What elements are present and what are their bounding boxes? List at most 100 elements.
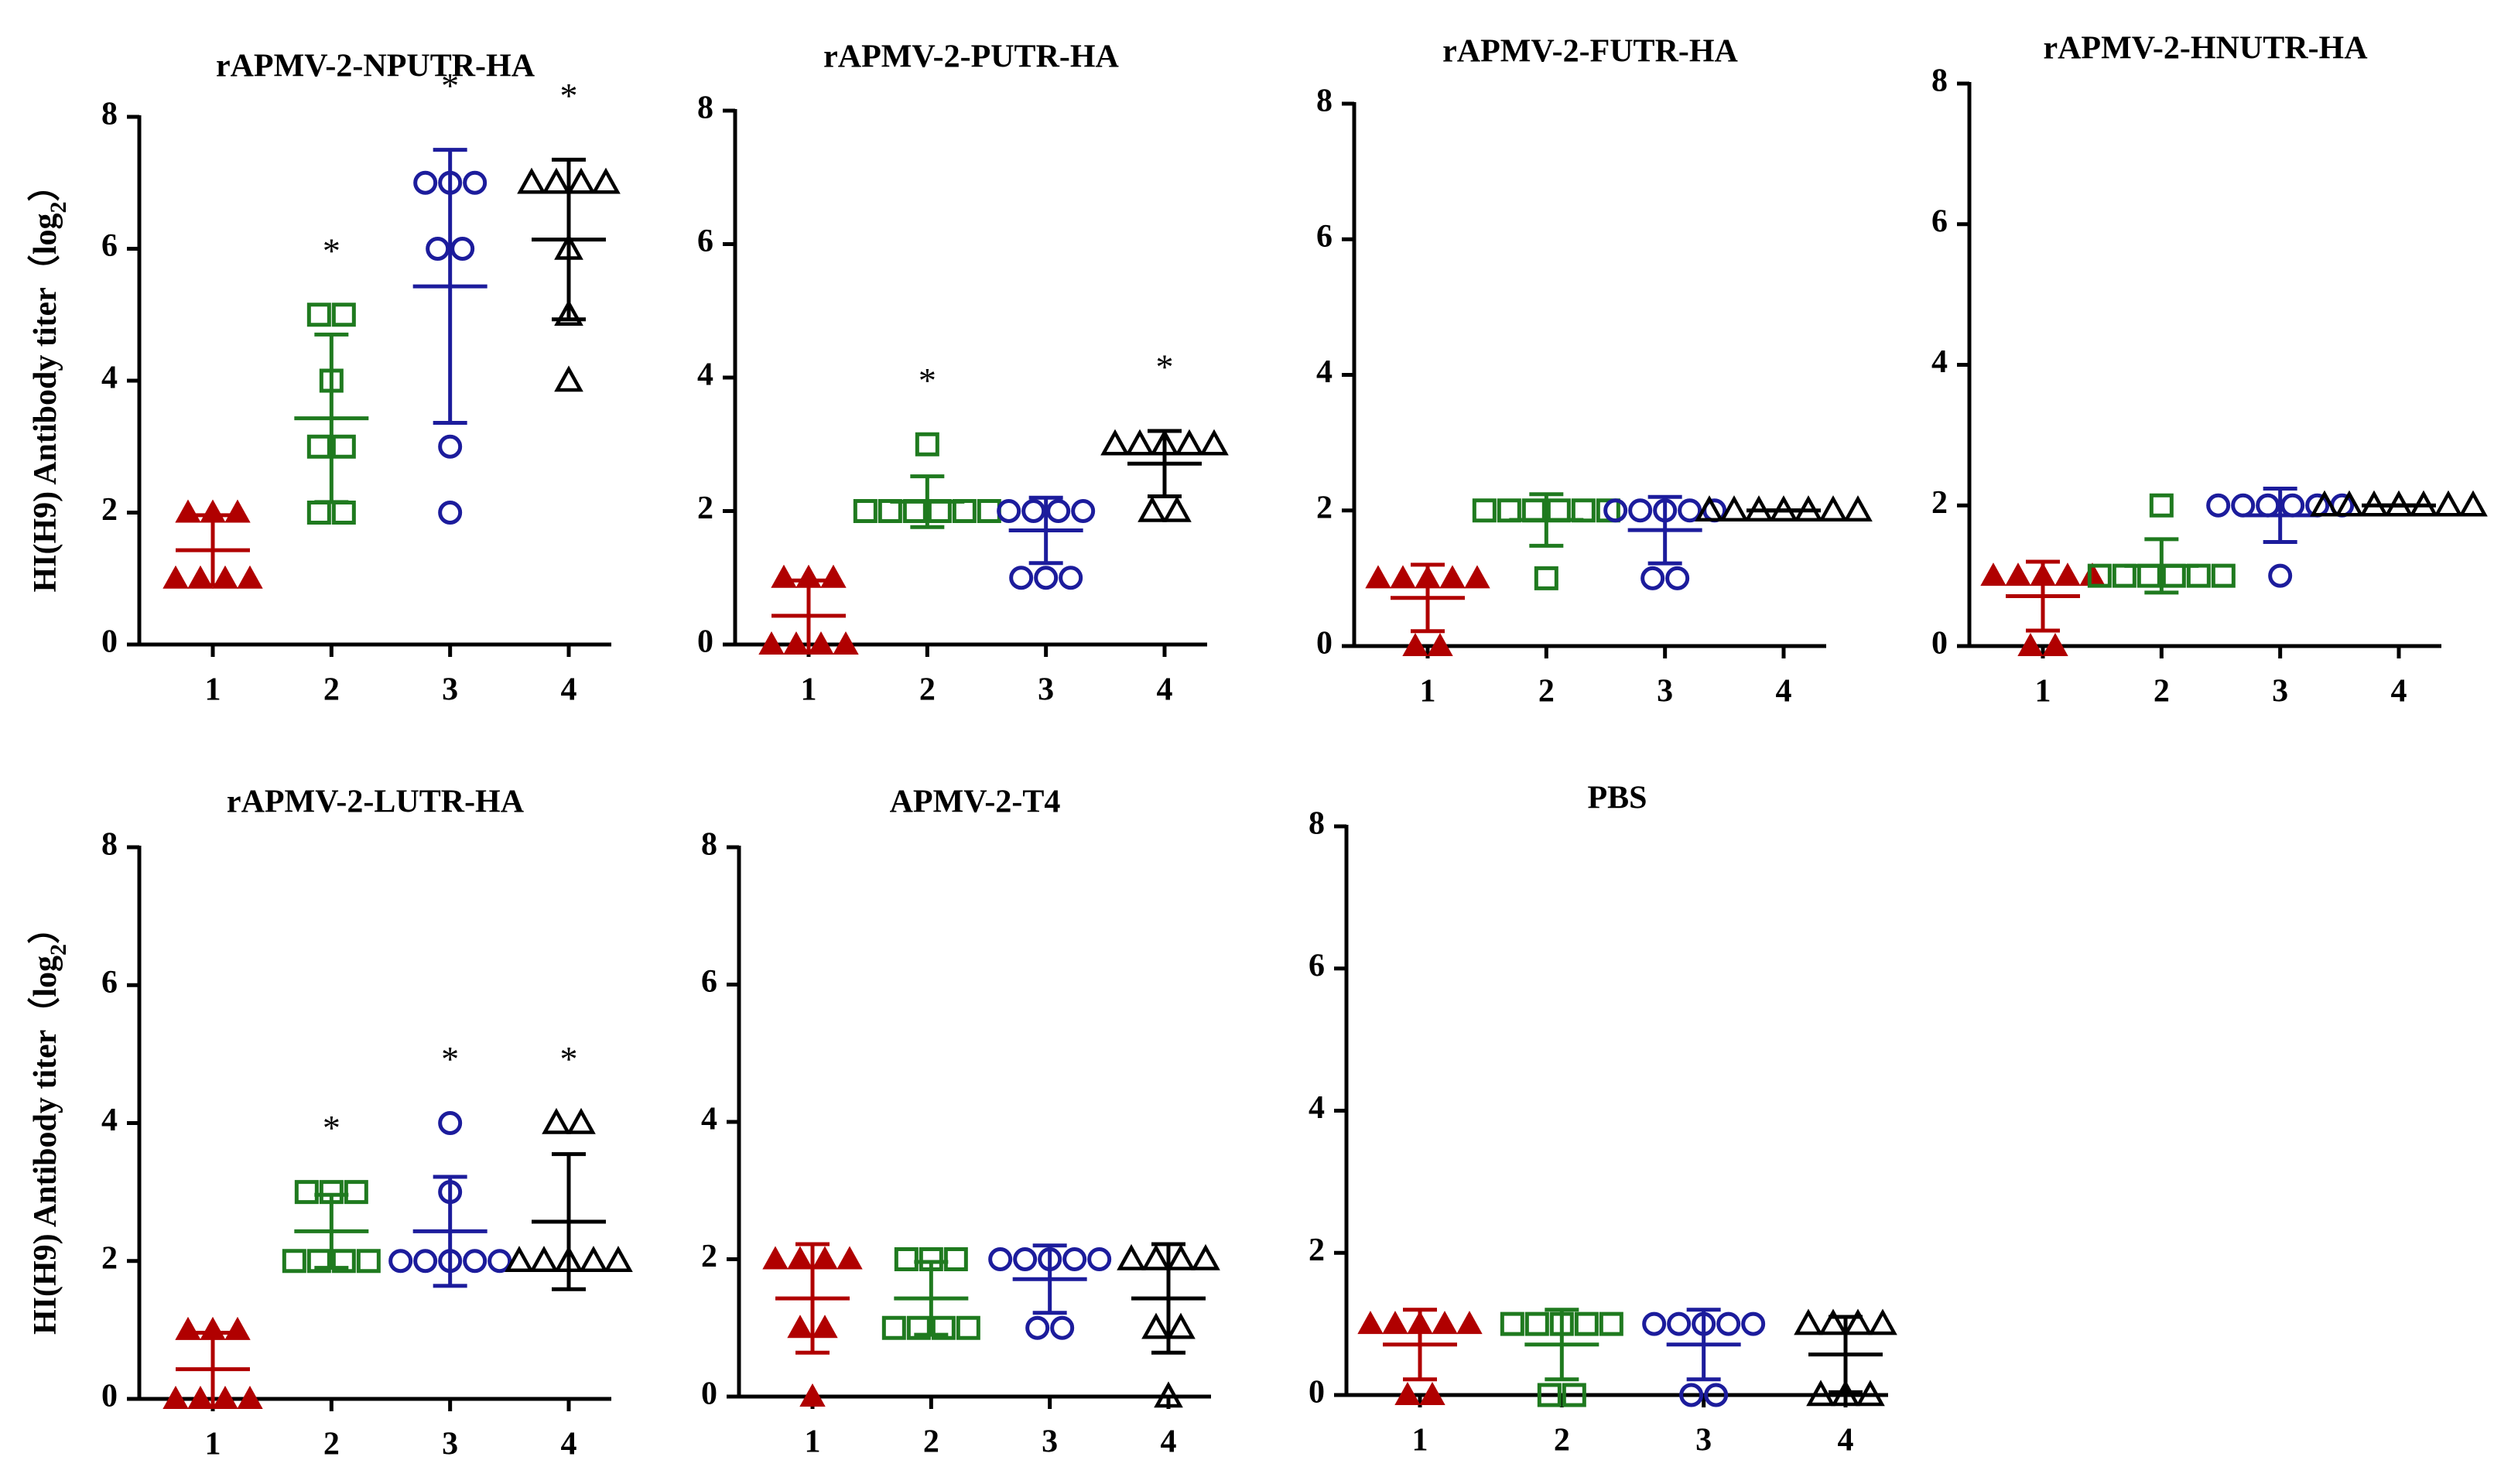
panel: PBS 0 2 4 6 8 1 2 3 4 — [1309, 781, 1897, 1458]
data-point — [331, 501, 356, 525]
x-tick-label: 3 — [1695, 1423, 1712, 1458]
data-point — [1038, 1247, 1062, 1271]
x-tick-label: 1 — [205, 1427, 221, 1462]
panel-title: rAPMV-2-LUTR-HA — [227, 785, 525, 820]
x-tick-label: 2 — [323, 1427, 340, 1462]
data-point — [319, 1180, 344, 1205]
data-point — [1521, 498, 1546, 523]
data-point — [1394, 1381, 1421, 1405]
y-tick-label: 2 — [101, 1240, 118, 1276]
x-tick-label: 4 — [561, 672, 577, 708]
data-point — [438, 434, 463, 459]
data-point — [1138, 495, 1167, 522]
data-point — [1716, 1311, 1741, 1336]
data-point — [2186, 563, 2211, 588]
data-point — [833, 631, 859, 655]
data-point — [812, 1246, 838, 1270]
data-point — [200, 1316, 226, 1340]
y-tick-label: 6 — [1931, 203, 1948, 239]
data-point — [1365, 565, 1391, 589]
y-tick-label: 2 — [701, 1239, 717, 1274]
y-tick-label: 0 — [101, 624, 118, 660]
data-point — [2206, 493, 2231, 518]
data-point — [878, 499, 902, 523]
x-tick-label: 1 — [801, 672, 817, 708]
data-point — [2005, 562, 2031, 586]
data-point — [758, 631, 785, 655]
data-point — [1150, 429, 1179, 456]
data-point — [554, 1246, 583, 1272]
data-point — [331, 434, 356, 459]
data-point — [2030, 562, 2056, 586]
data-point — [237, 565, 263, 589]
data-point — [1071, 499, 1096, 523]
y-tick-label: 4 — [101, 361, 118, 396]
y-tick-label: 4 — [697, 357, 713, 393]
data-point — [344, 1180, 368, 1205]
data-point — [331, 1249, 356, 1274]
data-point — [812, 1315, 838, 1339]
significance-mark: * — [323, 231, 340, 270]
panel-title: APMV-2-T4 — [890, 785, 1061, 820]
x-tick-label: 4 — [2391, 674, 2407, 710]
significance-mark: * — [919, 361, 936, 400]
y-tick-label: 6 — [1309, 948, 1325, 983]
x-tick-label: 2 — [1538, 674, 1555, 710]
y-tick-label: 4 — [1316, 354, 1333, 390]
data-point — [1166, 1312, 1196, 1339]
data-point — [1050, 1315, 1075, 1340]
y-tick-label: 2 — [697, 491, 713, 526]
data-point — [1390, 565, 1416, 589]
data-point — [175, 1316, 201, 1340]
panel: rAPMV-2-NPUTR-HA HI(H9) Antibody titer（lo… — [27, 49, 621, 708]
data-point — [438, 1249, 463, 1274]
data-point — [1034, 566, 1059, 590]
significance-mark: * — [441, 66, 459, 105]
x-tick-label: 2 — [919, 672, 936, 708]
data-point — [438, 1180, 463, 1205]
data-point — [1013, 1247, 1038, 1271]
y-axis-label-part: HI(H9) Antibody titer（log — [27, 956, 63, 1335]
y-tick-label: 2 — [1931, 485, 1948, 521]
data-point — [413, 170, 438, 195]
x-tick-label: 1 — [2035, 674, 2051, 710]
data-point — [306, 1249, 331, 1274]
y-tick-label: 4 — [1931, 344, 1948, 380]
data-point — [2042, 632, 2068, 656]
data-point — [906, 1315, 931, 1340]
data-point — [2136, 563, 2161, 588]
significance-mark: * — [323, 1108, 340, 1147]
data-point — [1665, 566, 1690, 590]
data-point — [1856, 1380, 1885, 1407]
data-point — [1806, 1380, 1835, 1407]
data-point — [488, 1249, 512, 1274]
data-point — [1667, 1311, 1692, 1336]
data-point — [2335, 490, 2364, 517]
data-point — [331, 303, 356, 327]
data-point — [1464, 565, 1490, 589]
data-point — [1432, 1311, 1458, 1335]
data-point — [1141, 1243, 1171, 1270]
data-point — [319, 368, 344, 393]
data-point — [306, 303, 331, 327]
data-point — [505, 1246, 534, 1272]
data-point — [1059, 566, 1083, 590]
data-point — [306, 501, 331, 525]
data-point — [787, 1315, 813, 1339]
data-point — [1678, 498, 1702, 523]
y-tick-label: 8 — [101, 97, 118, 132]
data-point — [1628, 498, 1653, 523]
y-axis-label-part: HI(H9) Antibody titer（log — [27, 214, 63, 593]
y-tick-label: 6 — [101, 965, 118, 1000]
data-point — [1062, 1247, 1087, 1271]
x-tick-label: 2 — [323, 672, 340, 708]
significance-mark: * — [560, 76, 578, 115]
data-point — [282, 1249, 306, 1274]
data-point — [163, 565, 189, 589]
data-point — [1117, 1243, 1146, 1270]
y-tick-label: 8 — [1316, 84, 1333, 119]
data-point — [463, 1249, 488, 1274]
data-point — [1046, 499, 1071, 523]
data-point — [1537, 1383, 1562, 1407]
data-point — [2409, 490, 2438, 517]
